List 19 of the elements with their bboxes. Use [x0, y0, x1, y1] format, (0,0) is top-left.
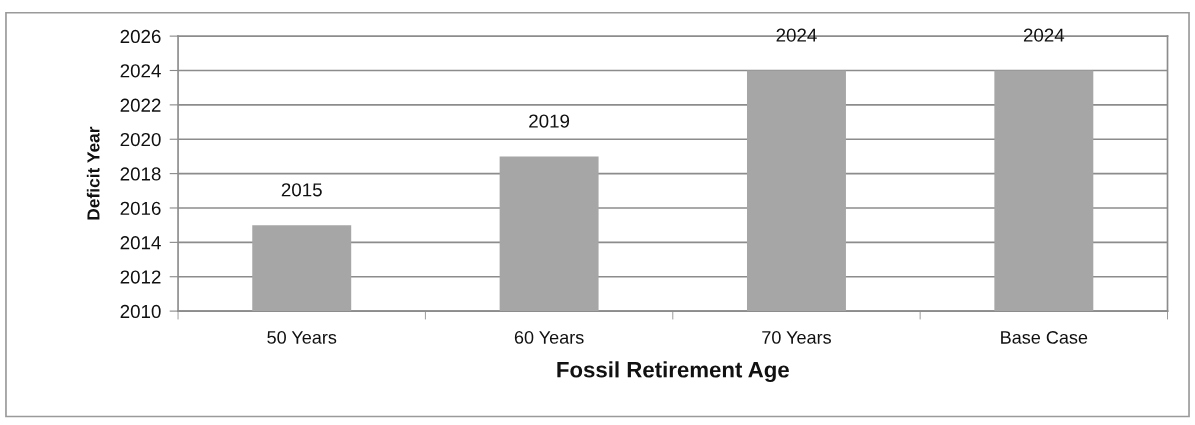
x-tick-label: 60 Years — [514, 331, 584, 344]
data-label: 2024 — [776, 28, 817, 42]
y-tick-label: 2026 — [120, 29, 161, 44]
data-label: 2019 — [529, 114, 570, 128]
y-tick-label: 2024 — [120, 64, 161, 78]
y-axis-title: Deficit Year — [86, 126, 100, 220]
y-tick-label: 2012 — [120, 270, 161, 284]
x-tick-label: Base Case — [1001, 331, 1088, 344]
y-tick-label: 2018 — [120, 167, 161, 181]
y-tick-label: 2020 — [120, 132, 161, 147]
x-axis-title: Fossil Retirement Age — [557, 361, 789, 383]
y-tick-label: 2016 — [120, 201, 161, 215]
data-label: 2024 — [1023, 28, 1065, 42]
x-tick-label: 50 Years — [267, 331, 337, 344]
x-tick-label: 70 Years — [762, 331, 831, 344]
y-tick-label: 2022 — [120, 98, 161, 112]
y-tick-label: 2010 — [120, 304, 161, 319]
data-label: 2015 — [281, 183, 322, 197]
y-tick-label: 2014 — [120, 236, 161, 250]
